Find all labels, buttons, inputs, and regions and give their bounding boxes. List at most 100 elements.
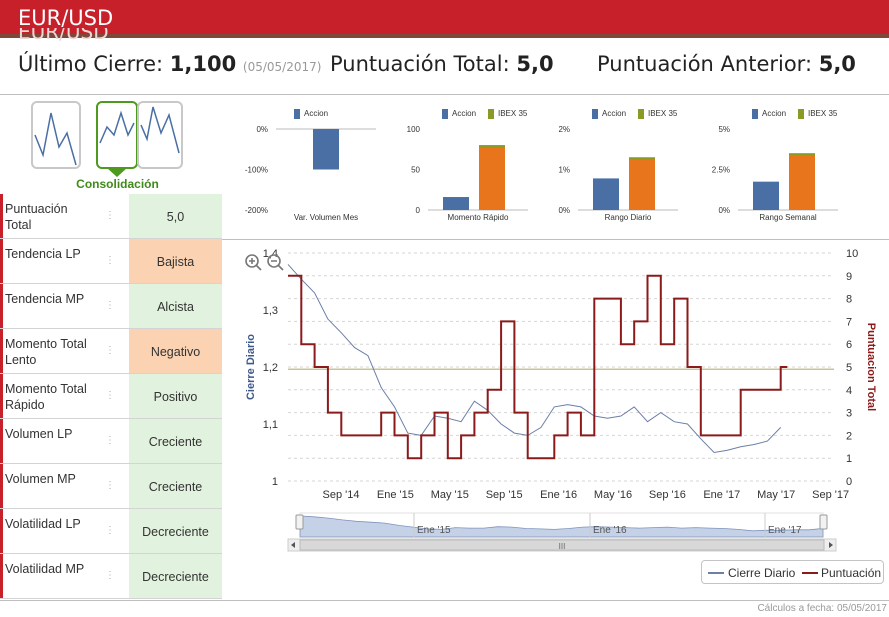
indicator-name: Volatilidad MP xyxy=(5,562,85,576)
legend-price[interactable]: Cierre Diario xyxy=(728,566,796,580)
indicator-separator xyxy=(0,508,222,509)
zoom-out-icon[interactable] xyxy=(267,254,284,271)
indicator-row: Momento Total Lento ⋮ Negativo xyxy=(0,329,222,374)
left-axis-label: Cierre Diario xyxy=(245,334,257,400)
indicator-marker xyxy=(0,419,3,464)
mini-legend-label[interactable]: Accion xyxy=(304,109,329,118)
legend-swatch-icon xyxy=(798,109,804,119)
scroll-left-arrow-icon[interactable] xyxy=(291,542,295,548)
indicator-value: Alcista xyxy=(129,284,222,329)
indicator-separator xyxy=(0,553,222,554)
xtick-label: Sep '17 xyxy=(812,489,849,501)
mini-legend-label[interactable]: Accion xyxy=(762,109,787,118)
indicator-name: Momento Total Rápido xyxy=(5,382,87,412)
indicator-row: Puntuación Total ⋮ 5,0 xyxy=(0,194,222,239)
info-dots-icon[interactable]: ⋮ xyxy=(105,435,115,446)
legend-score[interactable]: Puntuación xyxy=(821,566,882,580)
score-series-line[interactable] xyxy=(288,274,788,460)
indicator-separator xyxy=(0,328,222,329)
mini-bar[interactable] xyxy=(753,181,779,210)
info-dots-icon[interactable]: ⋮ xyxy=(105,525,115,536)
mini-ytick-label: 2% xyxy=(558,125,570,134)
scroll-right-arrow-icon[interactable] xyxy=(829,542,833,548)
legend-swatch-icon xyxy=(592,109,598,119)
indicator-marker xyxy=(0,329,3,374)
info-dots-icon[interactable]: ⋮ xyxy=(105,570,115,581)
indicator-row: Volumen LP ⋮ Creciente xyxy=(0,419,222,464)
mini-bar[interactable] xyxy=(629,157,655,210)
mini-legend-label[interactable]: IBEX 35 xyxy=(648,109,678,118)
mini-ytick-label: 0% xyxy=(718,206,730,215)
indicator-value: Decreciente xyxy=(129,509,222,554)
mini-legend-label[interactable]: Accion xyxy=(452,109,477,118)
total-score: Puntuación Total: 5,0 xyxy=(330,52,554,76)
chart-legend: Cierre Diario Puntuación xyxy=(701,560,884,584)
info-dots-icon[interactable]: ⋮ xyxy=(105,210,115,221)
info-dots-icon[interactable]: ⋮ xyxy=(105,255,115,266)
indicator-row: Tendencia MP ⋮ Alcista xyxy=(0,284,222,329)
footer-date: Cálculos a fecha: 05/05/2017 xyxy=(757,603,887,614)
price-series-line[interactable] xyxy=(287,264,782,454)
mini-ytick-label: 50 xyxy=(411,166,420,175)
xtick-label: Sep '14 xyxy=(323,489,360,501)
info-dots-icon[interactable]: ⋮ xyxy=(105,480,115,491)
total-score-value: 5,0 xyxy=(516,52,554,76)
indicator-marker xyxy=(0,239,3,284)
trend-card-bullish[interactable] xyxy=(137,101,183,169)
summary-stats: Último Cierre: 1,100 (05/05/2017) Puntua… xyxy=(0,52,889,84)
mini-legend-label[interactable]: Accion xyxy=(602,109,627,118)
scrollbar-thumb[interactable] xyxy=(299,539,825,551)
zoom-in-icon[interactable] xyxy=(245,254,262,271)
mini-chart-plot: 0% -100% -200% Var. Volumen Mes xyxy=(245,125,376,222)
indicator-row: Volatilidad LP ⋮ Decreciente xyxy=(0,509,222,554)
mini-chart-title: Rango Diario xyxy=(605,213,652,222)
indicator-marker xyxy=(0,194,3,239)
info-dots-icon[interactable]: ⋮ xyxy=(105,390,115,401)
indicator-name: Volatilidad LP xyxy=(5,517,81,531)
left-ytick-label: 1,1 xyxy=(263,419,278,431)
mini-bar-cap xyxy=(629,157,655,160)
navigator-right-handle[interactable] xyxy=(819,514,828,530)
left-ytick-label: 1,4 xyxy=(263,248,278,260)
mini-legend-label[interactable]: IBEX 35 xyxy=(808,109,838,118)
xtick-label: May '16 xyxy=(594,489,632,501)
xtick-label: Ene '16 xyxy=(540,489,577,501)
mini-bar[interactable] xyxy=(789,153,815,210)
mini-bar[interactable] xyxy=(313,129,339,170)
indicator-name: Puntuación Total xyxy=(5,202,68,232)
previous-score-value: 5,0 xyxy=(818,52,856,76)
xtick-label: Sep '15 xyxy=(486,489,523,501)
right-ytick-label: 2 xyxy=(846,430,852,442)
trend-card-bearish[interactable] xyxy=(31,101,81,169)
mini-chart: Accion IBEX 35 100 50 0 Momento Rápido xyxy=(390,100,540,225)
info-dots-icon[interactable]: ⋮ xyxy=(105,300,115,311)
mini-ytick-label: 1% xyxy=(558,166,570,175)
xtick-label: Sep '16 xyxy=(649,489,686,501)
mini-ytick-label: 100 xyxy=(407,125,421,134)
right-ytick-label: 1 xyxy=(846,453,852,465)
indicator-value: 5,0 xyxy=(129,194,222,239)
mini-bar-cap xyxy=(789,153,815,156)
mini-legend-label[interactable]: IBEX 35 xyxy=(498,109,528,118)
mini-chart-title: Momento Rápido xyxy=(448,213,509,222)
last-close-value: 1,100 xyxy=(169,52,237,76)
indicator-row: Volatilidad MP ⋮ Decreciente xyxy=(0,554,222,599)
info-dots-icon[interactable]: ⋮ xyxy=(105,345,115,356)
mini-bar[interactable] xyxy=(479,145,505,210)
mini-chart-title: Var. Volumen Mes xyxy=(294,213,358,222)
mini-bar[interactable] xyxy=(593,178,619,210)
mini-chart-plot: 100 50 0 Momento Rápido xyxy=(407,125,528,222)
navigator-left-handle[interactable] xyxy=(295,514,304,530)
indicator-marker xyxy=(0,509,3,554)
mini-chart: Accion 0% -100% -200% Var. Volumen Mes xyxy=(238,100,388,225)
mini-bar-cap xyxy=(479,145,505,148)
mini-chart-plot: 2% 1% 0% Rango Diario xyxy=(558,125,678,222)
left-ytick-label: 1,3 xyxy=(263,305,278,317)
left-ytick-label: 1,2 xyxy=(263,362,278,374)
header-divider xyxy=(0,34,889,38)
mini-ytick-label: 0% xyxy=(558,206,570,215)
mini-bar[interactable] xyxy=(443,197,469,210)
indicator-separator xyxy=(0,463,222,464)
trend-card-consolidation[interactable] xyxy=(96,101,138,169)
